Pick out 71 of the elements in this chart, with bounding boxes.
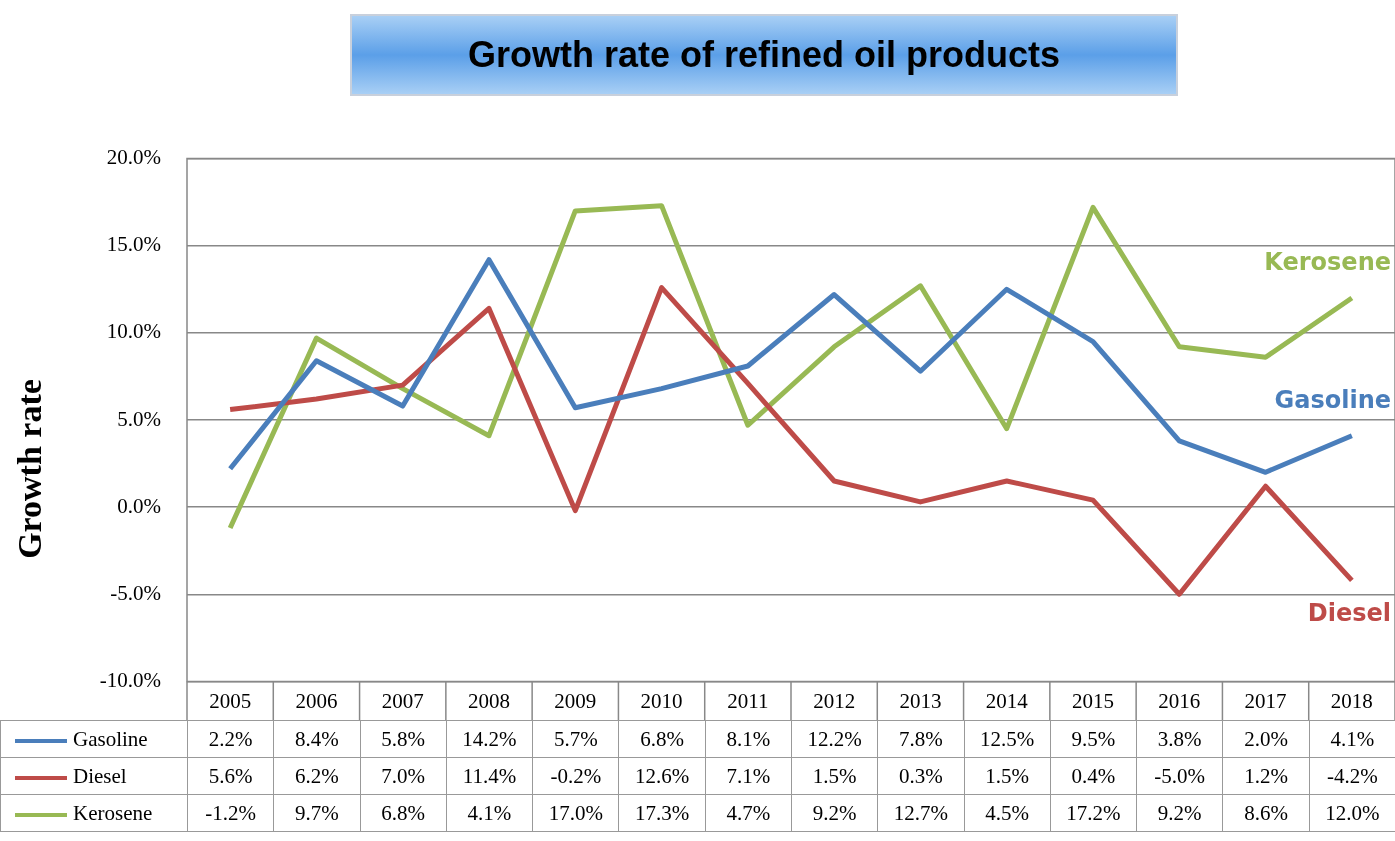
x-tick-label: 2006 [295, 688, 338, 713]
data-label: 1.5% [791, 757, 878, 795]
data-label: 8.1% [705, 720, 792, 758]
x-tick-label: 2018 [1330, 688, 1373, 713]
data-label: 1.2% [1222, 757, 1310, 795]
text: Gasoline [1274, 385, 1391, 414]
x-tick-label: 2005 [209, 688, 252, 713]
y-tick-label: 15.0% [106, 232, 161, 257]
data-label: -5.0% [1136, 757, 1223, 795]
x-tick-label: 2012 [813, 688, 856, 713]
x-tick-label: 2011 [727, 688, 769, 713]
data-label: 11.4% [446, 757, 533, 795]
data-label: 9.2% [1136, 794, 1223, 832]
data-label: 2.2% [187, 720, 274, 758]
legend-label: Gasoline [0, 720, 188, 758]
data-label: 9.7% [273, 794, 361, 832]
data-label: 4.5% [964, 794, 1051, 832]
y-tick-label: 0.0% [117, 493, 161, 518]
data-label: 3.8% [1136, 720, 1223, 758]
data-label: 0.4% [1050, 757, 1137, 795]
data-label: -1.2% [187, 794, 274, 832]
data-label: 7.0% [360, 757, 447, 795]
x-tick-label: 2015 [1072, 688, 1114, 713]
data-label: 7.8% [877, 720, 965, 758]
x-tick-label: 2013 [899, 688, 942, 713]
data-label: 2.0% [1222, 720, 1310, 758]
x-tick-label: 2010 [640, 688, 683, 713]
data-label: -4.2% [1309, 757, 1395, 795]
y-tick-label: 20.0% [106, 145, 161, 170]
data-label: 6.8% [618, 720, 706, 758]
data-label: -0.2% [532, 757, 619, 795]
data-label: 12.2% [791, 720, 878, 758]
data-label: 8.4% [273, 720, 361, 758]
data-label: 7.1% [705, 757, 792, 795]
legend-label: Diesel [0, 757, 188, 795]
data-label: 1.5% [964, 757, 1051, 795]
data-label: 0.3% [877, 757, 965, 795]
data-label: 8.6% [1222, 794, 1310, 832]
data-label: 6.8% [360, 794, 447, 832]
data-label: 5.7% [532, 720, 619, 758]
y-tick-label: 10.0% [106, 319, 161, 344]
x-tick-label: 2007 [381, 688, 424, 713]
data-label: 17.0% [532, 794, 619, 832]
data-label: 12.6% [618, 757, 706, 795]
y-tick-label: -10.0% [99, 667, 161, 692]
data-label: 9.5% [1050, 720, 1137, 758]
data-label: 17.3% [618, 794, 706, 832]
y-tick-label: -5.0% [110, 580, 161, 605]
x-tick-label: 2017 [1244, 688, 1287, 713]
x-tick-label: 2014 [985, 688, 1029, 713]
data-label: 4.1% [446, 794, 533, 832]
chart-title: Growth rate of refined oil products [350, 14, 1178, 96]
x-tick-label: 2016 [1158, 688, 1201, 713]
text: Kerosene [1264, 248, 1391, 277]
data-label: 9.2% [791, 794, 878, 832]
data-label: 4.1% [1309, 720, 1395, 758]
data-label: 4.7% [705, 794, 792, 832]
legend-label: Kerosene [0, 794, 188, 832]
x-tick-label: 2009 [554, 688, 597, 713]
text: Diesel [1307, 598, 1391, 627]
data-label: 12.0% [1309, 794, 1395, 832]
data-label: 5.6% [187, 757, 274, 795]
data-label: 12.7% [877, 794, 965, 832]
y-tick-label: 5.0% [117, 406, 161, 431]
data-label: 5.8% [360, 720, 447, 758]
data-label: 17.2% [1050, 794, 1137, 832]
data-label: 14.2% [446, 720, 533, 758]
data-label: 6.2% [273, 757, 361, 795]
x-tick-label: 2008 [468, 688, 510, 713]
data-label: 12.5% [964, 720, 1051, 758]
y-axis-title: Growth rate [11, 378, 49, 561]
